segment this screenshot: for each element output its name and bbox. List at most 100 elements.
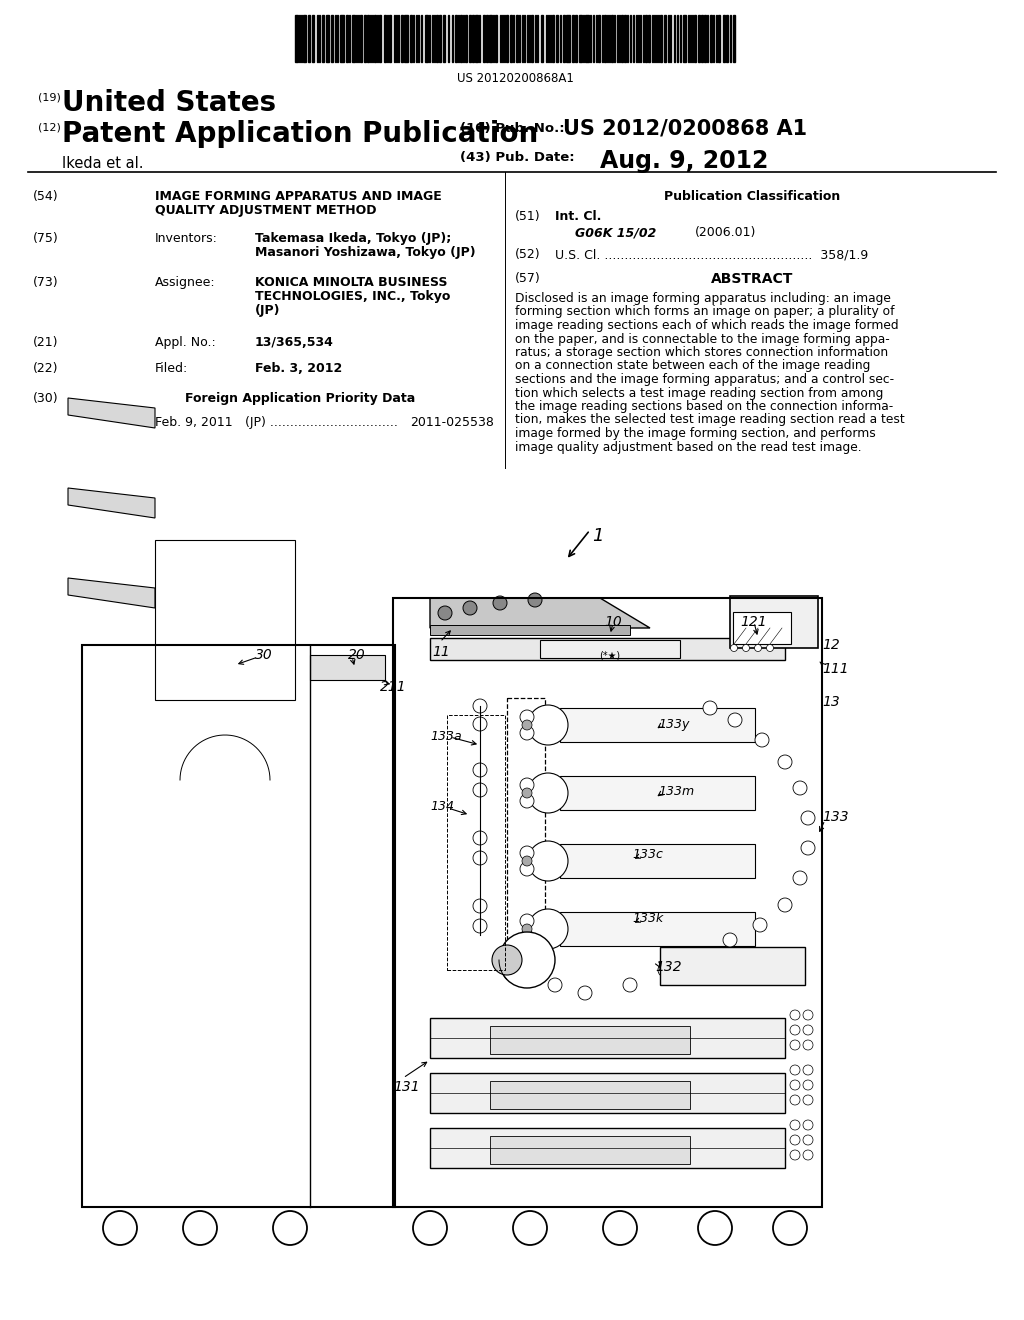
Circle shape (803, 1026, 813, 1035)
Bar (482, 15, 484, 62)
Circle shape (755, 644, 762, 652)
Bar (430, 638, 785, 660)
Circle shape (733, 953, 746, 968)
Bar (645, 15, 647, 62)
Text: 131: 131 (393, 1080, 420, 1094)
Circle shape (778, 755, 792, 770)
Circle shape (790, 1065, 800, 1074)
Circle shape (793, 871, 807, 884)
Circle shape (473, 899, 487, 913)
Circle shape (790, 1040, 800, 1049)
Bar (660, 15, 663, 62)
Bar (364, 15, 366, 62)
Text: QUALITY ADJUSTMENT METHOD: QUALITY ADJUSTMENT METHOD (155, 205, 377, 216)
Circle shape (703, 701, 717, 715)
Bar (435, 15, 437, 62)
Bar (465, 15, 467, 62)
Circle shape (473, 832, 487, 845)
Bar (506, 15, 508, 62)
Bar (575, 15, 578, 62)
Text: U.S. Cl. ....................................................  358/1.9: U.S. Cl. ...............................… (555, 248, 868, 261)
Text: 2011-025538: 2011-025538 (410, 416, 494, 429)
Text: tion, makes the selected test image reading section read a test: tion, makes the selected test image read… (515, 413, 905, 426)
Text: (43) Pub. Date:: (43) Pub. Date: (460, 150, 574, 164)
Circle shape (730, 644, 737, 652)
Text: G06K 15/02: G06K 15/02 (575, 226, 656, 239)
Circle shape (528, 841, 568, 880)
Bar (438, 15, 440, 62)
Circle shape (520, 846, 534, 861)
Text: (JP) ................................: (JP) ................................ (245, 416, 398, 429)
Bar (560, 708, 755, 742)
Text: (*★): (*★) (599, 649, 621, 660)
Circle shape (790, 1150, 800, 1160)
Bar (560, 912, 755, 946)
Text: forming section which forms an image on paper; a plurality of: forming section which forms an image on … (515, 305, 895, 318)
Circle shape (473, 783, 487, 797)
Bar (648, 15, 650, 62)
Bar (622, 15, 624, 62)
Bar (295, 15, 298, 62)
Bar (566, 15, 570, 62)
Text: IMAGE FORMING APPARATUS AND IMAGE: IMAGE FORMING APPARATUS AND IMAGE (155, 190, 441, 203)
Text: TECHNOLOGIES, INC., Tokyo: TECHNOLOGIES, INC., Tokyo (255, 290, 451, 304)
Bar (403, 15, 408, 62)
Bar (694, 15, 696, 62)
Text: (54): (54) (33, 190, 58, 203)
Bar (556, 15, 558, 62)
Circle shape (753, 917, 767, 932)
Circle shape (463, 601, 477, 615)
Text: Int. Cl.: Int. Cl. (555, 210, 601, 223)
Text: (73): (73) (33, 276, 58, 289)
Circle shape (703, 953, 717, 968)
Text: image formed by the image forming section, and performs: image formed by the image forming sectio… (515, 426, 876, 440)
Circle shape (520, 795, 534, 808)
Circle shape (522, 924, 532, 935)
Bar (665, 15, 667, 62)
Bar (560, 843, 755, 878)
Bar (346, 15, 348, 62)
Text: sections and the image forming apparatus; and a control sec-: sections and the image forming apparatus… (515, 374, 894, 385)
Bar (698, 15, 700, 62)
Circle shape (473, 763, 487, 777)
Circle shape (522, 788, 532, 799)
Bar (730, 597, 818, 648)
Text: Publication Classification: Publication Classification (665, 190, 841, 203)
Bar (389, 15, 391, 62)
Polygon shape (430, 598, 650, 628)
Bar (384, 15, 386, 62)
Text: US 20120200868A1: US 20120200868A1 (457, 73, 573, 84)
Circle shape (728, 713, 742, 727)
Bar (485, 15, 487, 62)
Text: 11: 11 (432, 645, 450, 659)
Bar (326, 15, 329, 62)
Bar (455, 15, 457, 62)
Circle shape (790, 1080, 800, 1090)
Circle shape (520, 726, 534, 741)
Circle shape (723, 933, 737, 946)
Circle shape (755, 733, 769, 747)
Bar (460, 15, 462, 62)
Bar (425, 15, 428, 62)
Bar (430, 1073, 785, 1113)
Bar (710, 15, 712, 62)
Circle shape (473, 717, 487, 731)
Bar (726, 15, 728, 62)
Circle shape (523, 964, 537, 977)
Bar (510, 15, 512, 62)
Circle shape (793, 781, 807, 795)
Circle shape (520, 913, 534, 928)
Bar (580, 15, 583, 62)
Text: 12: 12 (822, 638, 840, 652)
Text: 133k: 133k (632, 912, 664, 925)
Bar (469, 15, 471, 62)
Circle shape (522, 855, 532, 866)
Bar (660, 946, 805, 985)
Circle shape (803, 1010, 813, 1020)
Circle shape (520, 710, 534, 723)
Circle shape (790, 1119, 800, 1130)
Bar (447, 715, 505, 970)
Circle shape (790, 1135, 800, 1144)
Text: (21): (21) (33, 337, 58, 348)
Circle shape (520, 777, 534, 792)
